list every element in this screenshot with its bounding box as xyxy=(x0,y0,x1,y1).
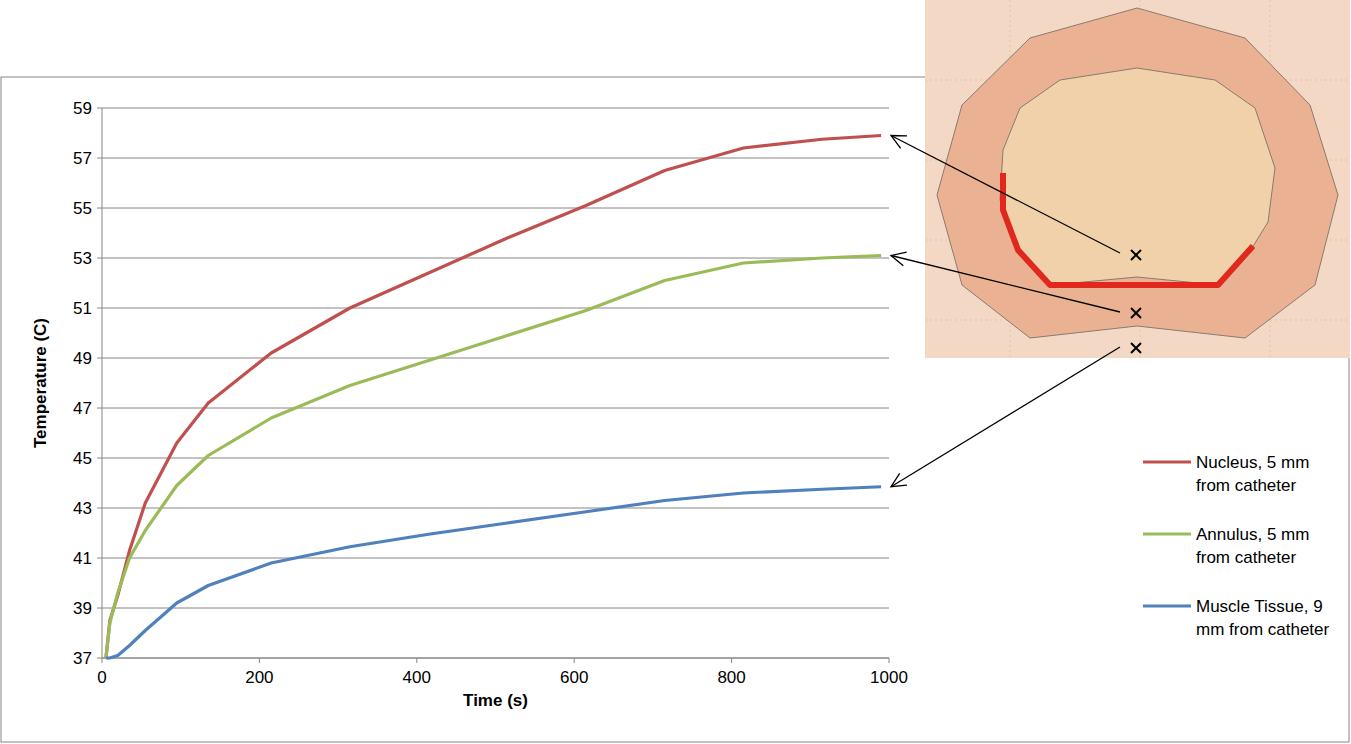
y-tick xyxy=(97,608,102,609)
y-tick-label: 49 xyxy=(73,349,92,368)
arrow-head xyxy=(891,136,907,149)
legend-line: from catheter xyxy=(1196,548,1296,567)
inset-diagram xyxy=(925,0,1350,358)
y-tick xyxy=(97,208,102,209)
grid-line xyxy=(102,158,889,159)
grid-line xyxy=(102,258,889,259)
y-axis-title: Temperature (C) xyxy=(31,318,50,448)
legend-line: Muscle Tissue, 9 xyxy=(1196,597,1323,616)
y-tick xyxy=(97,358,102,359)
y-tick-label: 59 xyxy=(73,99,92,118)
y-tick-label: 51 xyxy=(73,299,92,318)
inset-bg xyxy=(925,0,1350,358)
legend-line: Nucleus, 5 mm xyxy=(1196,453,1309,472)
grid-line xyxy=(102,658,889,659)
leader-arrow xyxy=(891,136,1120,254)
grid-line xyxy=(102,208,889,209)
y-tick-label: 39 xyxy=(73,599,92,618)
x-tick-label: 600 xyxy=(560,668,588,687)
x-tick-label: 200 xyxy=(245,668,273,687)
grid-line xyxy=(102,358,889,359)
leader-arrow xyxy=(891,347,1120,487)
x-tick-label: 0 xyxy=(97,668,106,687)
y-tick xyxy=(97,158,102,159)
grid-line xyxy=(102,108,889,109)
probe-marker xyxy=(1131,308,1141,318)
y-tick-label: 57 xyxy=(73,149,92,168)
y-tick-label: 47 xyxy=(73,399,92,418)
chart-root: 37 39 41 43 45 47 49 51 53 55 57 59 0 200 400 600 800 100… xyxy=(0,0,1351,744)
catheter xyxy=(1003,173,1253,285)
y-tick-label: 45 xyxy=(73,449,92,468)
x-tick-label: 1000 xyxy=(870,668,908,687)
nucleus-shape xyxy=(1000,68,1275,285)
x-tick xyxy=(102,658,103,663)
annulus-shape xyxy=(937,8,1338,338)
legend-line: mm from catheter xyxy=(1196,620,1330,639)
x-tick-label: 800 xyxy=(717,668,745,687)
series-line xyxy=(106,136,881,659)
y-tick xyxy=(97,308,102,309)
series-line xyxy=(106,487,881,658)
y-tick-label: 41 xyxy=(73,549,92,568)
x-tick xyxy=(416,658,417,663)
grid-line xyxy=(102,558,889,559)
x-tick-label: 400 xyxy=(403,668,431,687)
legend-line: Annulus, 5 mm xyxy=(1196,525,1309,544)
y-axis xyxy=(102,108,103,658)
y-tick-label: 37 xyxy=(73,649,92,668)
leader-arrow xyxy=(891,256,1120,313)
x-tick xyxy=(731,658,732,663)
arrow-head xyxy=(891,252,907,266)
y-tick-label: 53 xyxy=(73,249,92,268)
x-tick xyxy=(889,658,890,663)
grid-line xyxy=(102,308,889,309)
legend-swatch xyxy=(1143,460,1191,463)
y-tick xyxy=(97,558,102,559)
grid-line xyxy=(102,608,889,609)
series-group xyxy=(106,136,881,659)
legend-label: Annulus, 5 mm from catheter xyxy=(1196,525,1309,567)
series-line xyxy=(106,256,881,659)
y-tick-label: 43 xyxy=(73,499,92,518)
grid-line xyxy=(102,458,889,459)
legend-swatch xyxy=(1143,532,1191,535)
y-tick xyxy=(97,458,102,459)
grid-line xyxy=(102,408,889,409)
legend-line: from catheter xyxy=(1196,476,1296,495)
y-tick xyxy=(97,408,102,409)
y-tick xyxy=(97,258,102,259)
grid-line xyxy=(102,508,889,509)
y-tick xyxy=(97,108,102,109)
y-tick xyxy=(97,508,102,509)
x-tick xyxy=(259,658,260,663)
y-tick-label: 55 xyxy=(73,199,92,218)
x-axis-title: Time (s) xyxy=(463,691,528,710)
y-tick xyxy=(97,658,102,659)
arrow-head xyxy=(891,473,907,486)
x-axis xyxy=(102,658,889,659)
probe-marker xyxy=(1131,250,1141,260)
legend-label: Muscle Tissue, 9 mm from catheter xyxy=(1196,597,1330,639)
probe-marker xyxy=(1131,343,1141,353)
x-tick xyxy=(574,658,575,663)
legend-label: Nucleus, 5 mm from catheter xyxy=(1196,453,1309,495)
legend-swatch xyxy=(1143,604,1191,607)
